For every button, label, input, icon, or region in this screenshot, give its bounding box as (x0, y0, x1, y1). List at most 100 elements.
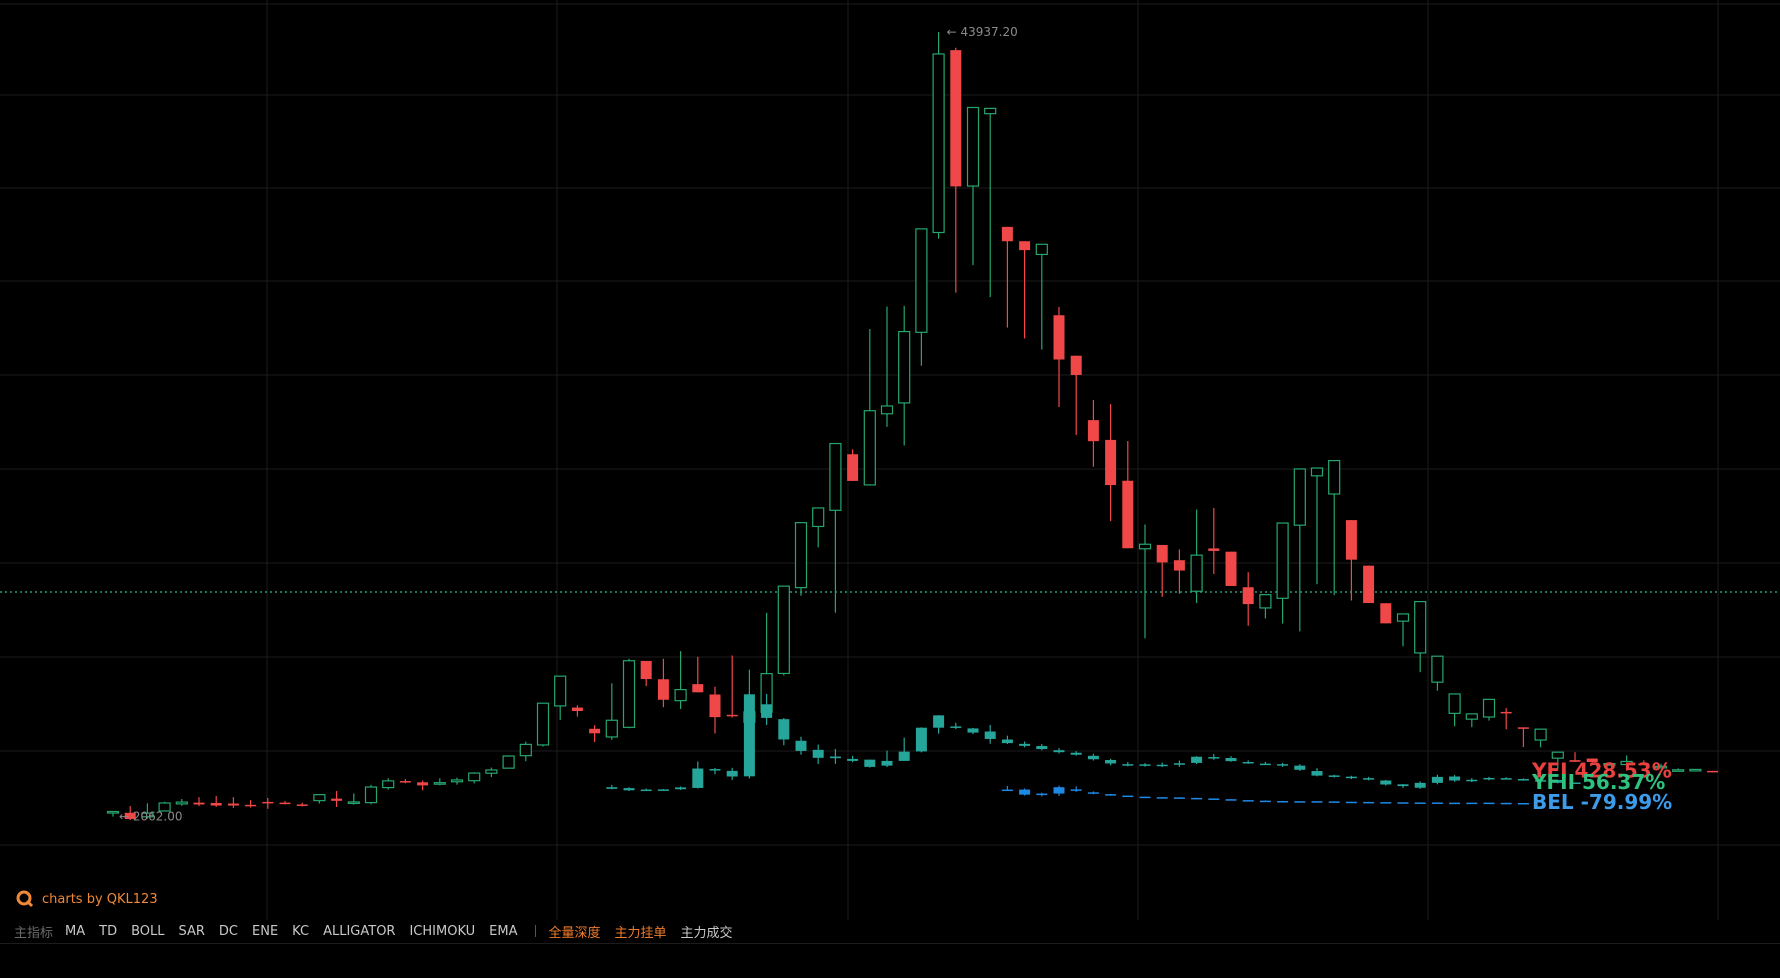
bel-candle (1036, 793, 1048, 796)
yfii-candle (1036, 746, 1048, 750)
yfi-candle (1363, 565, 1375, 604)
bel-candle (1122, 795, 1134, 798)
yfii-candle (829, 756, 841, 759)
yfi-candle (932, 53, 945, 234)
yfi-candle (262, 801, 274, 804)
yfi-candle (984, 107, 997, 115)
yfii-candle (1001, 739, 1013, 744)
yfii-candle (640, 789, 652, 792)
indicator-dc[interactable]: DC (218, 923, 239, 939)
bel-candle (1087, 792, 1099, 794)
bel-candle (1001, 789, 1013, 792)
yfii-candle (1225, 757, 1237, 762)
yfii-candle (864, 759, 876, 767)
yfi-candle (1689, 768, 1702, 772)
bel-candle (1466, 802, 1478, 805)
yfi-candle (502, 755, 515, 769)
yfii-candle (1173, 763, 1185, 765)
yfi-candle (382, 780, 395, 789)
yfi-candle (417, 782, 429, 786)
indicator-ema[interactable]: EMA (489, 923, 518, 939)
yfii-candle (1191, 756, 1203, 763)
yfi-candle (1156, 544, 1168, 563)
bel-candle (1070, 789, 1082, 791)
yfii-candle (1053, 750, 1065, 753)
indicator-td[interactable]: TD (99, 923, 118, 939)
yfii-candle (709, 769, 721, 771)
yfi-candle (657, 679, 669, 700)
bel-candle (1105, 794, 1117, 796)
yfii-candle (1087, 755, 1099, 760)
yfi-candle (347, 801, 360, 805)
yfi-candle (863, 410, 876, 486)
yfii-candle (1328, 775, 1340, 777)
indicator-ma[interactable]: MA (65, 923, 86, 939)
yfi-candle (1620, 760, 1633, 766)
yfi-candle (898, 330, 911, 404)
candles-layer (106, 32, 1719, 821)
yfi-candle (726, 714, 738, 717)
yfii-candle (1535, 780, 1547, 782)
yfi-candle (399, 781, 411, 783)
price-chart[interactable]: YFI 428.53%YFII 56.37%BEL -79.99% ← 43937… (0, 0, 1780, 944)
yfii-candle (1019, 743, 1031, 746)
indicator-ichimoku[interactable]: ICHIMOKU (409, 923, 476, 939)
yfi-candle (1654, 765, 1668, 769)
yfii-candle (1259, 763, 1271, 766)
yfi-candle (124, 812, 136, 819)
yfi-candle (1380, 603, 1392, 624)
yfi-candle (450, 779, 464, 783)
indicator-kc[interactable]: KC (292, 923, 310, 939)
bel-candle (1277, 801, 1289, 803)
yfi-candle (193, 802, 205, 805)
bel-candle (1156, 797, 1168, 799)
yfii-candle (1569, 782, 1581, 784)
bel-candle (1208, 798, 1220, 800)
yfi-candle (106, 810, 120, 814)
full-depth-toggle[interactable]: 全量深度 (548, 925, 601, 941)
yfi-candle (1638, 763, 1650, 766)
yfi-candle (1225, 551, 1237, 586)
yfi-candle (210, 803, 222, 806)
yfi-candle (1431, 655, 1444, 683)
indicator-alligator[interactable]: ALLIGATOR (323, 923, 396, 939)
brand-credit[interactable]: charts by QKL123 (16, 890, 158, 908)
yfii-candle (1070, 752, 1082, 755)
indicator-sar[interactable]: SAR (178, 923, 205, 939)
yfi-candle (950, 50, 962, 187)
bel-candle (1311, 801, 1323, 803)
indicator-boll[interactable]: BOLL (131, 923, 165, 939)
yfi-candle (433, 782, 446, 785)
indicator-ene[interactable]: ENE (252, 923, 279, 939)
main-orders-toggle[interactable]: 主力挂单 (614, 925, 667, 941)
bel-candle (1397, 802, 1409, 804)
bel-candle (1500, 802, 1512, 805)
yfii-candle (812, 749, 824, 758)
yfii-candle (933, 715, 945, 728)
yfi-candle (536, 702, 550, 746)
axis-divider (0, 943, 1780, 944)
qkl123-logo-icon (16, 890, 34, 908)
yfi-candle (1208, 548, 1220, 551)
yfii-candle (1397, 784, 1409, 787)
main-trades-toggle[interactable]: 主力成交 (680, 925, 733, 941)
yfii-candle (1466, 779, 1478, 782)
yfi-candle (794, 522, 808, 589)
yfi-candle (1122, 480, 1134, 549)
yfi-candle (1138, 543, 1152, 550)
yfi-candle (1707, 770, 1719, 773)
yfii-candle (606, 787, 618, 789)
yfi-candle (571, 707, 583, 712)
yfii-candle (726, 770, 738, 777)
bel-candle (1294, 801, 1306, 803)
yfii-candle (778, 719, 790, 740)
yfii-candle (795, 740, 807, 751)
chart-grid (0, 0, 1780, 920)
yfi-candle (175, 801, 188, 805)
yfii-candle (692, 768, 704, 788)
yfii-candle (1345, 776, 1357, 779)
yfi-candle (1465, 713, 1478, 720)
labels-layer: YFI 428.53%YFII 56.37%BEL -79.99% ← 43937… (119, 25, 1672, 824)
yfii-candle (623, 788, 635, 791)
yfi-candle (709, 694, 721, 718)
